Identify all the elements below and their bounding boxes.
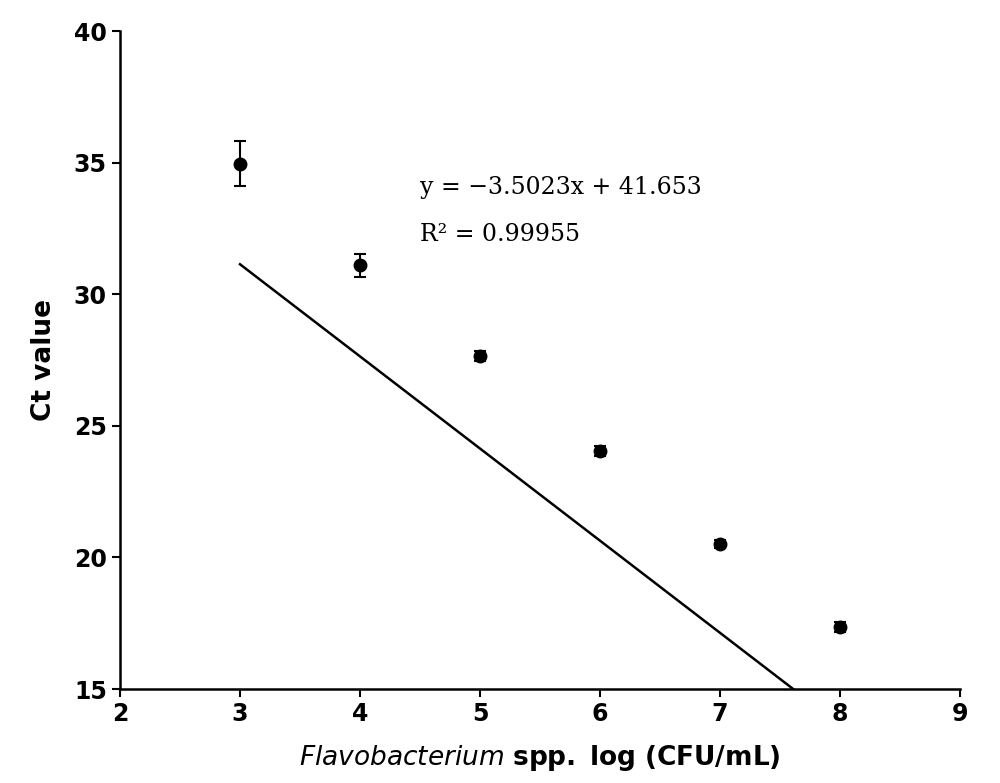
Text: R² = 0.99955: R² = 0.99955 [420,223,580,247]
Y-axis label: Ct value: Ct value [31,299,57,421]
Text: y = −3.5023x + 41.653: y = −3.5023x + 41.653 [420,176,702,199]
X-axis label: $\mathit{Flavobacterium}$ $\bf{spp.\ log\ (CFU/mL)}$: $\mathit{Flavobacterium}$ $\bf{spp.\ log… [299,743,781,773]
